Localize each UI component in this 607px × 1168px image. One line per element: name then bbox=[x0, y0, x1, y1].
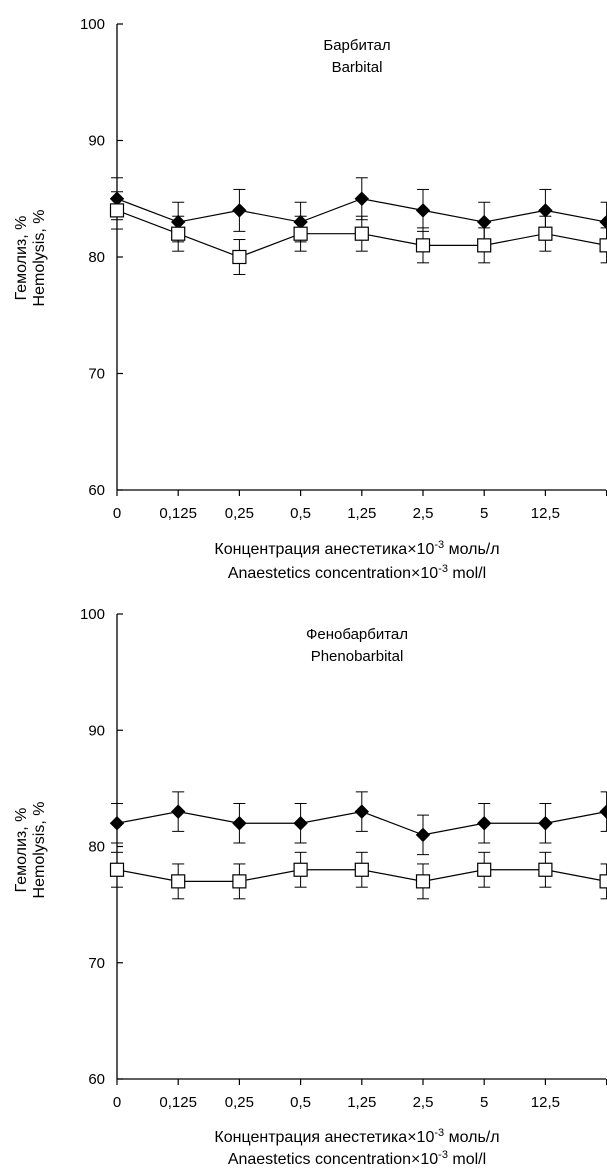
data-point-diamond bbox=[599, 804, 607, 819]
x-tick-label: 0,5 bbox=[290, 1094, 311, 1111]
chart-title-barbital: Барбитал bbox=[323, 37, 390, 54]
data-point-diamond bbox=[538, 203, 553, 218]
data-point-square bbox=[232, 249, 247, 265]
x-tick-label: 5 bbox=[480, 1094, 488, 1111]
x-tick-label: 0,125 bbox=[159, 1094, 197, 1111]
y-tick-label: 90 bbox=[88, 722, 105, 739]
data-point-diamond bbox=[170, 804, 186, 819]
y-tick-label: 90 bbox=[88, 133, 105, 150]
data-point-square bbox=[109, 862, 125, 877]
x-axis-label-en-phenobarbital: Anaestetics concentration×10-3 mol/l bbox=[228, 1149, 486, 1168]
x-tick-label: 0 bbox=[113, 1094, 121, 1111]
data-point-diamond bbox=[476, 816, 492, 831]
y-tick-label: 70 bbox=[88, 955, 105, 972]
data-point-diamond bbox=[538, 816, 553, 831]
data-point-square bbox=[232, 874, 247, 889]
chart-subtitle-barbital: Barbital bbox=[332, 59, 383, 76]
chart-phenobarbital: 60 70 80 90 100 0 0,125 0,25 0,5 1,25 2,5 5 12,5 Фен… bbox=[13, 606, 607, 1168]
x-axis-label-ru-barbital: Концентрация анестетика×10-3 моль/л bbox=[214, 539, 499, 558]
data-point-diamond bbox=[415, 827, 431, 843]
x-tick-label: 1,25 bbox=[347, 505, 376, 522]
x-tick-label: 2,5 bbox=[413, 505, 434, 522]
data-point-square bbox=[293, 862, 308, 877]
data-point-diamond bbox=[293, 816, 308, 831]
y-tick-label: 80 bbox=[88, 839, 105, 856]
y-axis-label-en-phenobarbital: Hemolysis, % bbox=[31, 802, 48, 899]
data-point-diamond bbox=[354, 191, 370, 206]
data-point-square bbox=[171, 874, 186, 889]
plot-area-barbital: 60 70 80 90 100 0 0,125 0,25 0,5 1,25 2,5 5 12,5 bbox=[80, 16, 607, 522]
plot-area-phenobarbital: 60 70 80 90 100 0 0,125 0,25 0,5 1,25 2,5 5 12,5 bbox=[80, 606, 607, 1111]
data-point-square bbox=[477, 238, 492, 253]
data-point-diamond bbox=[599, 214, 607, 230]
y-tick-label: 60 bbox=[88, 482, 105, 499]
x-tick-label: 1,25 bbox=[347, 1094, 376, 1111]
data-point-square bbox=[415, 874, 431, 889]
data-point-square bbox=[599, 874, 607, 889]
y-tick-label: 80 bbox=[88, 249, 105, 266]
data-point-square bbox=[293, 226, 308, 241]
x-axis-label-en-barbital: Anaestetics concentration×10-3 mol/l bbox=[228, 563, 486, 582]
x-tick-label: 12,5 bbox=[531, 1094, 560, 1111]
y-axis-label-ru-barbital: Гемолиз, % bbox=[13, 216, 30, 301]
x-axis-label-ru-phenobarbital: Концентрация анестетика×10-3 моль/л bbox=[214, 1127, 499, 1146]
x-tick-label: 0,5 bbox=[290, 505, 311, 522]
y-axis-label-en-barbital: Hemolysis, % bbox=[31, 210, 48, 307]
y-tick-label: 100 bbox=[80, 606, 105, 623]
x-tick-label: 0,25 bbox=[225, 1094, 254, 1111]
data-point-diamond bbox=[354, 804, 370, 819]
x-tick-label: 5 bbox=[480, 505, 488, 522]
chart-title-phenobarbital: Фенобарбитал bbox=[306, 626, 408, 643]
data-point-diamond bbox=[415, 203, 431, 218]
data-point-diamond bbox=[232, 816, 247, 831]
chart-subtitle-phenobarbital: Phenobarbital bbox=[311, 648, 404, 665]
data-point-square bbox=[354, 862, 369, 877]
data-point-diamond bbox=[109, 816, 125, 831]
y-tick-label: 70 bbox=[88, 366, 105, 383]
y-axis-label-ru-phenobarbital: Гемолиз, % bbox=[13, 808, 30, 893]
data-point-square bbox=[538, 862, 553, 877]
x-tick-label: 2,5 bbox=[413, 1094, 434, 1111]
x-tick-label: 0 bbox=[113, 505, 121, 522]
data-point-square bbox=[599, 238, 607, 253]
data-point-square bbox=[109, 203, 125, 218]
data-point-diamond bbox=[232, 203, 247, 218]
y-tick-label: 60 bbox=[88, 1071, 105, 1088]
data-point-square bbox=[538, 226, 553, 241]
chart-barbital: 60 70 80 90 100 0 0,125 0,25 0,5 1,25 2,5 5 12,5 Бар… bbox=[13, 16, 607, 582]
data-point-square bbox=[415, 238, 431, 253]
data-point-square bbox=[354, 226, 369, 241]
y-tick-label: 100 bbox=[80, 16, 105, 33]
data-point-diamond bbox=[476, 214, 492, 230]
data-point-square bbox=[171, 226, 186, 241]
x-tick-label: 0,25 bbox=[225, 505, 254, 522]
x-tick-label: 0,125 bbox=[159, 505, 197, 522]
data-point-square bbox=[477, 862, 492, 877]
x-tick-label: 12,5 bbox=[531, 505, 560, 522]
